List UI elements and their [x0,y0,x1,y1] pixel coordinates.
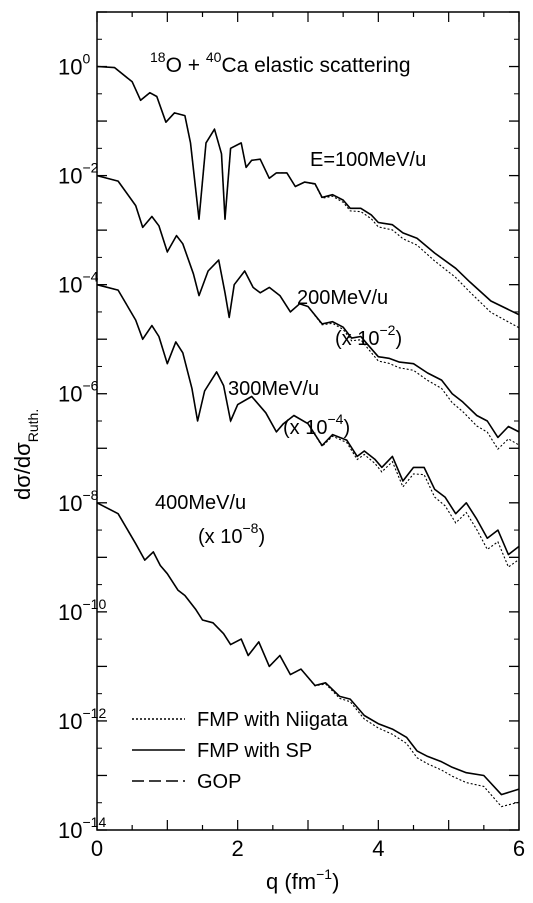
legend: FMP with Niigata FMP with SP GOP [132,709,349,793]
y-tick-label: 100 [58,51,90,80]
x-tick-label: 6 [513,836,525,861]
y-axis-label: dσ/dσRuth. [10,409,41,500]
label-200mev: 200MeV/u [297,287,388,309]
scale-200mev: (x 10−2) [335,322,402,350]
label-400mev: 400MeV/u [155,492,246,514]
scale-300mev: (x 10−4) [283,411,350,439]
curve-fmp-niigata-1 [96,175,520,450]
x-tick-label: 4 [372,836,384,861]
x-tick-label: 2 [232,836,244,861]
scale-400mev: (x 10−8) [198,520,265,548]
y-tick-label: 10−4 [58,269,99,298]
legend-label-sp: FMP with SP [197,740,312,762]
curve-fmp-niigata-0 [96,65,520,329]
y-tick-label: 10−12 [58,705,106,734]
y-tick-label: 10−6 [58,378,99,407]
y-tick-label: 10−14 [58,814,106,843]
axis-ticks: 0 2 4 6 100 10−2 10−4 10−6 10−8 10−10 10−12 10−14 [58,11,525,861]
curve-fmp-niigata-3 [96,502,520,808]
y-tick-label: 10−8 [58,487,99,516]
x-tick-label: 0 [91,836,103,861]
data-curves [96,65,520,808]
curve-fmp-niigata-2 [96,284,520,568]
label-300mev: 300MeV/u [228,378,319,400]
x-axis-label: q (fm−1) [266,866,339,894]
legend-label-gop: GOP [197,771,241,793]
y-tick-label: 10−2 [58,160,99,189]
chart-title: 18O + 40Ca elastic scattering [150,49,411,77]
label-100mev: E=100MeV/u [310,149,426,171]
y-tick-label: 10−10 [58,596,106,625]
curve-fmp-sp-2 [96,283,520,556]
legend-label-niigata: FMP with Niigata [197,709,349,731]
